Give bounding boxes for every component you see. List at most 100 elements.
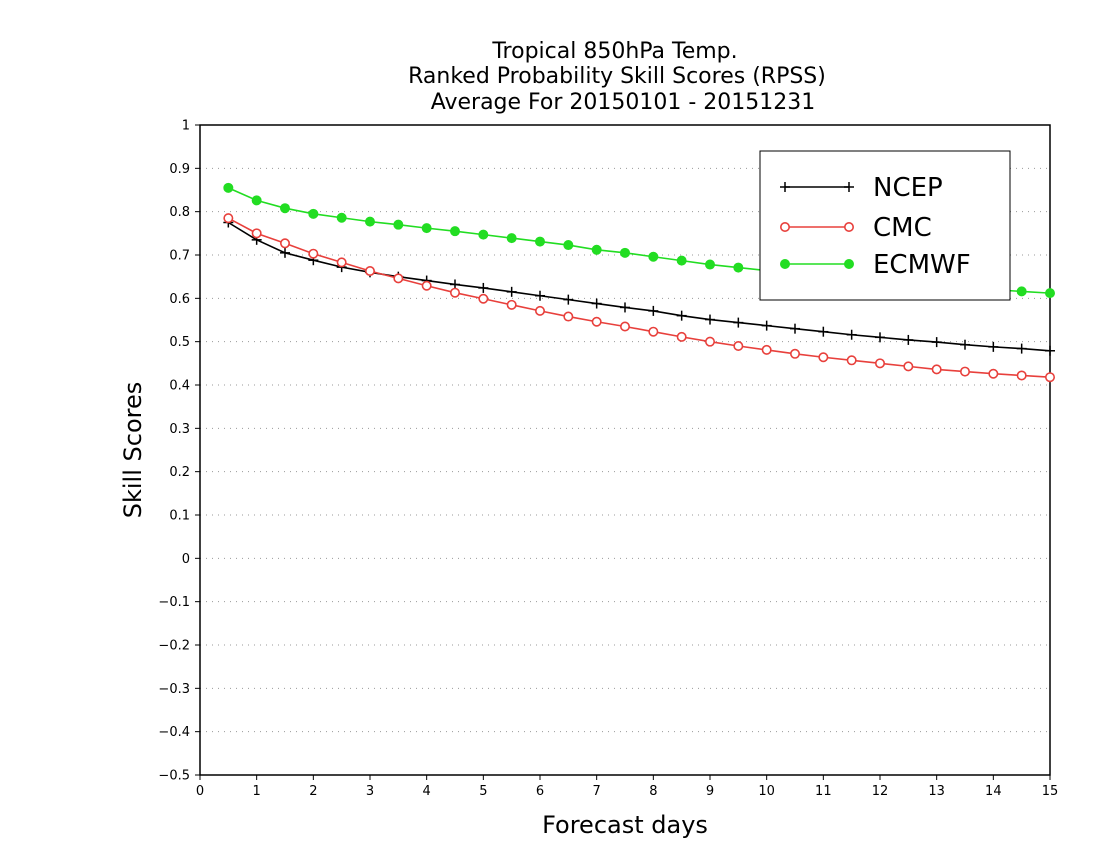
ncep-point [648,305,659,316]
y-tick-label: −0.5 [158,769,190,784]
legend-marker [780,259,790,269]
legend-item-ecmwf: ECMWF [780,250,971,280]
cmc-point [903,361,914,372]
x-tick-label: 3 [366,784,374,799]
title-line-1: Tropical 850hPa Temp. [491,39,737,64]
x-tick-label: 6 [536,784,544,799]
ncep-point [591,298,602,309]
ncep-point [535,290,545,301]
cmc-point [818,352,829,363]
ncep-point [761,320,772,331]
title-line-2: Ranked Probability Skill Scores (RPSS) [408,64,826,89]
cmc-point [733,340,744,351]
y-tick-label: 0.6 [169,292,190,307]
ecmwf-point [478,229,489,240]
ecmwf-point [393,219,404,230]
ncep-point [1045,345,1055,356]
y-tick-label: 0.7 [169,249,190,264]
cmc-point [308,248,319,259]
x-tick-label: 5 [479,784,487,799]
ncep-point [875,332,885,343]
ecmwf-point [223,182,234,193]
cmc-point [676,331,687,342]
ecmwf-point [535,236,545,247]
legend: NCEP CMC ECMWF [759,150,1011,301]
ncep-point [563,294,574,305]
ncep-point [733,317,744,328]
ecmwf-point [705,259,715,270]
cmc-point [1016,370,1027,381]
ecmwf-point [620,247,630,258]
legend-marker [843,222,854,233]
legend-label: NCEP [873,173,943,203]
cmc-point [279,238,290,249]
ncep-point [620,302,630,313]
ecmwf-point [648,251,659,262]
y-tick-label: 0.9 [169,162,190,177]
legend-marker [844,182,854,192]
chart-title: Tropical 850hPa Temp. Ranked Probability… [408,39,826,115]
ecmwf-point [733,262,744,273]
y-tick-label: 0.4 [169,379,190,394]
y-axis-title: Skill Scores [119,382,147,519]
y-tick-label: −0.2 [158,639,190,654]
cmc-point [789,348,800,359]
legend-marker [844,259,854,269]
y-tick-label: 1 [182,119,190,134]
cmc-point [988,368,999,379]
y-tick-label: 0.2 [169,465,190,480]
ncep-point [1016,343,1027,354]
cmc-point [874,358,885,369]
legend-box [759,150,1011,301]
x-tick-label: 10 [758,784,775,799]
ecmwf-point [308,208,319,219]
ncep-point [931,337,942,348]
y-tick-label: 0.5 [169,335,190,350]
y-tick-label: 0 [182,552,190,567]
ncep-point [988,341,999,352]
ecmwf-point [450,226,460,237]
x-axis-title: Forecast days [542,811,708,839]
legend-label: CMC [873,213,932,243]
cmc-point [421,280,432,291]
x-tick-label: 11 [815,784,832,799]
ecmwf-point [676,255,687,266]
ecmwf-point [563,240,574,251]
ncep-point [478,282,489,293]
cmc-point [336,257,347,268]
cmc-point [704,336,715,347]
cmc-point [931,364,942,375]
ncep-point [280,247,290,258]
series-cmc [223,213,1056,383]
y-tick-label: −0.1 [158,595,190,610]
x-axis-ticks: 0 1 2 3 4 5 6 7 8 9 10 11 12 13 14 15 [196,775,1058,799]
legend-marker [780,182,790,192]
ncep-point [818,326,829,337]
cmc-point [591,316,602,327]
cmc-point [648,326,659,337]
ecmwf-point [336,212,347,223]
ecmwf-point [506,233,517,244]
x-tick-label: 1 [253,784,261,799]
cmc-point [1045,372,1056,383]
cmc-point [761,344,772,355]
plot-frame [199,124,1051,776]
cmc-point [364,266,375,277]
x-tick-label: 8 [649,784,657,799]
x-tick-label: 2 [309,784,317,799]
cmc-point [478,293,489,304]
y-tick-label: 0.1 [169,509,190,524]
x-tick-label: 14 [985,784,1002,799]
legend-item-ncep: NCEP [780,173,943,203]
y-tick-label: −0.3 [158,682,190,697]
x-tick-label: 13 [928,784,945,799]
cmc-point [506,299,517,310]
cmc-point [959,366,970,377]
ecmwf-point [365,216,375,227]
cmc-point [449,287,460,298]
x-tick-label: 4 [423,784,431,799]
y-tick-label: 0.3 [169,422,190,437]
ncep-point [903,334,914,345]
cmc-point [223,213,234,224]
ncep-point [676,310,687,321]
